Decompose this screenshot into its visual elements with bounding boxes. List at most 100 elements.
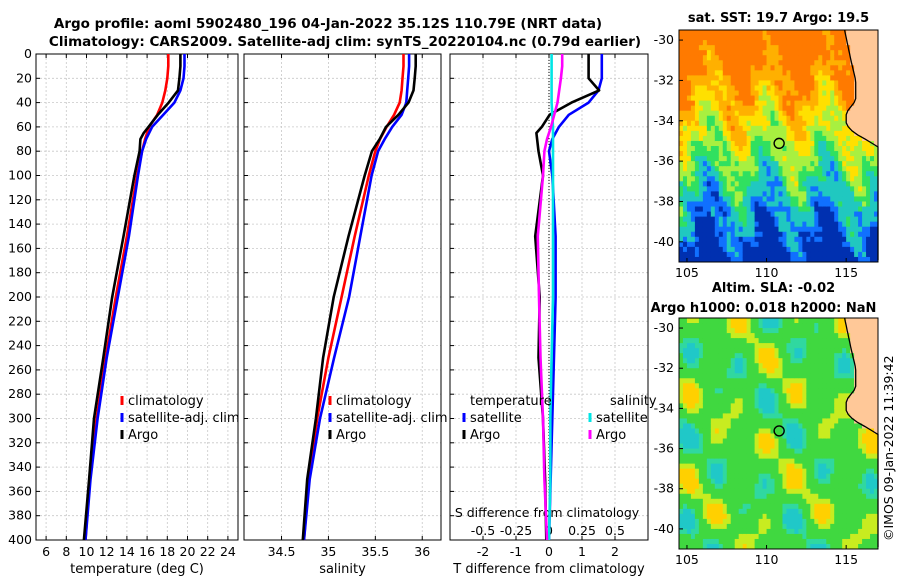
map-cell bbox=[846, 70, 851, 76]
map-cell bbox=[686, 393, 692, 399]
map-cell bbox=[850, 45, 855, 51]
map-cell bbox=[718, 513, 724, 520]
map-cell bbox=[870, 343, 875, 349]
map-cell bbox=[686, 468, 692, 475]
map-cell bbox=[850, 453, 855, 460]
map-cell bbox=[826, 241, 831, 248]
map-cell bbox=[790, 543, 795, 550]
map-cell bbox=[742, 483, 748, 490]
map-cell bbox=[762, 35, 768, 41]
map-cell bbox=[806, 251, 811, 258]
map-cell bbox=[854, 256, 859, 263]
map-cell bbox=[742, 453, 748, 460]
map-cell bbox=[766, 65, 772, 71]
map-cell bbox=[758, 251, 764, 258]
map-cell bbox=[854, 135, 859, 142]
map-cell bbox=[746, 80, 752, 86]
map-cell bbox=[798, 488, 803, 495]
map-cell bbox=[679, 125, 684, 132]
map-cell bbox=[830, 156, 835, 162]
map-cell bbox=[694, 75, 700, 81]
map-cell bbox=[702, 483, 708, 490]
map-cell bbox=[742, 226, 748, 233]
map-cell bbox=[734, 130, 740, 137]
map-cell bbox=[694, 423, 700, 429]
map-cell bbox=[874, 428, 879, 434]
map-cell bbox=[818, 333, 823, 339]
map-cell bbox=[742, 533, 748, 540]
map-cell bbox=[698, 125, 704, 132]
map-cell bbox=[710, 408, 716, 414]
map-cell bbox=[846, 478, 851, 485]
map-cell bbox=[854, 528, 859, 535]
map-cell bbox=[706, 368, 712, 374]
map-cell bbox=[746, 488, 752, 495]
map-cell bbox=[698, 503, 704, 510]
map-cell bbox=[679, 85, 684, 92]
map-cell bbox=[774, 115, 779, 122]
map-cell bbox=[718, 251, 724, 258]
map-cell bbox=[730, 256, 736, 263]
map-cell bbox=[762, 115, 768, 122]
map-cell bbox=[850, 373, 855, 379]
map-cell bbox=[770, 348, 776, 354]
map-cell bbox=[858, 488, 863, 495]
map-cell bbox=[778, 503, 783, 510]
map-cell bbox=[834, 251, 839, 258]
map-cell bbox=[806, 488, 811, 495]
map-cell bbox=[794, 333, 799, 339]
map-cell bbox=[766, 388, 772, 394]
map-cell bbox=[714, 353, 720, 359]
map-cell bbox=[782, 318, 787, 324]
map-cell bbox=[782, 433, 787, 440]
map-cell bbox=[770, 398, 776, 404]
map-cell bbox=[734, 388, 740, 394]
map-cell bbox=[722, 378, 728, 384]
map-cell bbox=[814, 30, 819, 36]
map-cell bbox=[838, 256, 843, 263]
map-cell bbox=[730, 388, 736, 394]
map-cell bbox=[694, 393, 700, 399]
map-cell bbox=[814, 508, 819, 515]
map-cell bbox=[762, 448, 768, 455]
map-cell bbox=[679, 318, 684, 324]
map-cell bbox=[706, 201, 712, 208]
map-cell bbox=[786, 191, 791, 197]
map-cell bbox=[750, 221, 756, 228]
map-cell bbox=[846, 140, 851, 147]
map-cell bbox=[806, 438, 811, 445]
map-cell bbox=[850, 146, 855, 152]
map-cell bbox=[754, 483, 760, 490]
map-cell bbox=[806, 318, 811, 324]
map-cell bbox=[679, 398, 684, 404]
map-cell bbox=[854, 186, 859, 192]
map-cell bbox=[746, 323, 752, 329]
map-cell bbox=[694, 448, 700, 455]
map-cell bbox=[870, 55, 875, 61]
map-cell bbox=[810, 231, 815, 238]
map-cell bbox=[762, 423, 768, 429]
map-cell bbox=[818, 221, 823, 228]
map-cell bbox=[810, 408, 815, 414]
map-cell bbox=[846, 433, 851, 440]
map-cell bbox=[766, 110, 772, 117]
map-cell bbox=[822, 328, 827, 334]
map-cell bbox=[714, 50, 720, 56]
map-cell bbox=[790, 523, 795, 530]
map-cell bbox=[742, 110, 748, 117]
map-cell bbox=[734, 100, 740, 107]
map-cell bbox=[858, 186, 863, 192]
map-cell bbox=[698, 65, 704, 71]
map-cell bbox=[782, 413, 787, 419]
map-cell bbox=[846, 216, 851, 223]
map-cell bbox=[854, 473, 859, 480]
map-cell bbox=[862, 488, 867, 495]
map-cell bbox=[762, 60, 768, 66]
map-cell bbox=[734, 80, 740, 86]
map-cell bbox=[846, 488, 851, 495]
map-cell bbox=[862, 443, 867, 450]
map-cell bbox=[826, 161, 831, 167]
map-cell bbox=[814, 65, 819, 71]
map-cell bbox=[690, 80, 696, 86]
